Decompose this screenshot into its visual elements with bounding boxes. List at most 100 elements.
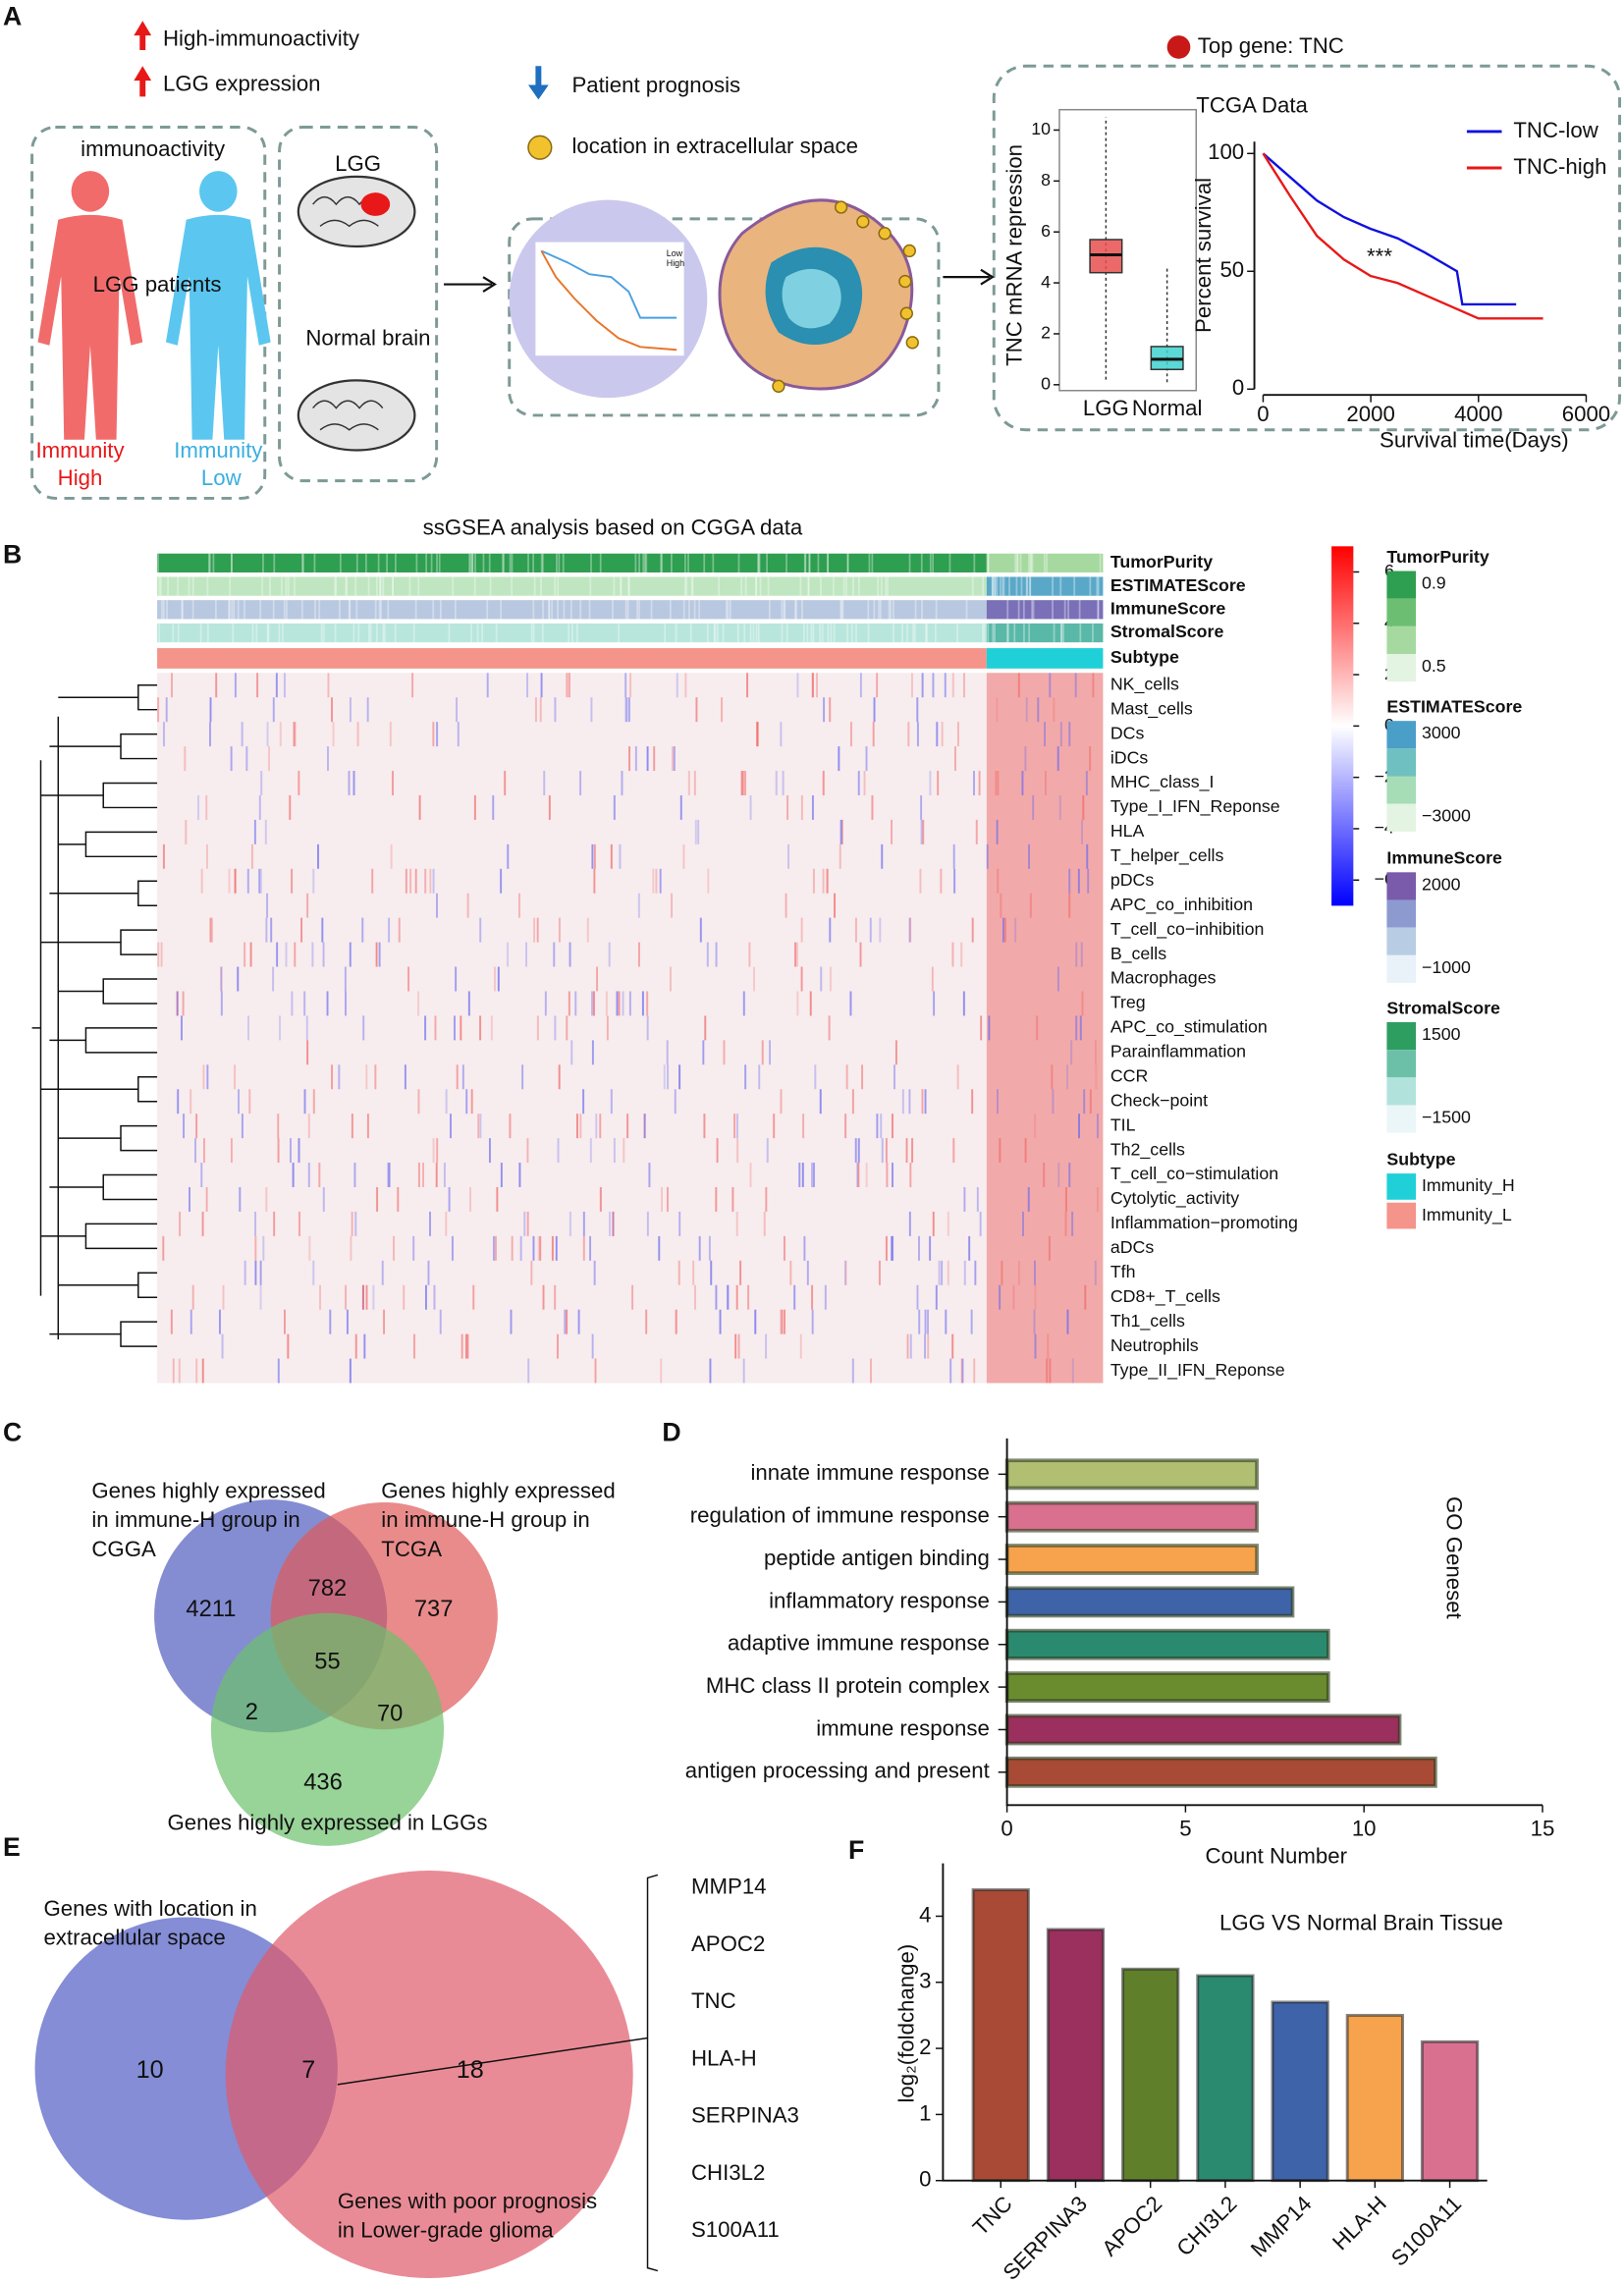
heatmap-texture	[533, 917, 536, 943]
track-texture	[987, 553, 990, 573]
heatmap-texture	[466, 1333, 469, 1359]
heatmap-texture	[785, 893, 787, 918]
track-texture	[430, 553, 433, 573]
track-texture	[380, 600, 382, 620]
track-texture	[713, 623, 716, 643]
row-label: Mast_cells	[1110, 698, 1193, 719]
annotation-track	[157, 553, 987, 573]
heatmap-texture	[780, 722, 783, 747]
heatmap-texture	[388, 917, 391, 943]
heatmap-texture	[564, 1309, 567, 1334]
heatmap-texture	[881, 1138, 884, 1164]
track-texture	[890, 600, 892, 620]
track-texture	[737, 553, 740, 573]
heatmap-texture	[189, 1089, 192, 1114]
set-label: Genes with location in	[43, 1896, 256, 1921]
heatmap-texture	[306, 893, 309, 918]
heatmap-texture	[479, 917, 482, 943]
heatmap-texture	[244, 942, 246, 967]
dendrogram	[137, 1076, 158, 1103]
track-texture	[408, 576, 411, 596]
track-texture	[906, 623, 908, 643]
legend-title: ESTIMATEScore	[1386, 697, 1522, 717]
group-box	[278, 126, 439, 483]
heatmap-texture	[303, 991, 306, 1016]
heatmap-texture	[684, 673, 687, 698]
track-texture	[867, 600, 870, 620]
track-texture	[684, 553, 686, 573]
track-texture	[996, 576, 999, 596]
mini-chart	[535, 242, 684, 356]
heatmap-texture	[326, 991, 329, 1016]
heatmap-texture	[1056, 966, 1059, 992]
heatmap-texture	[748, 942, 751, 967]
heatmap-texture	[279, 722, 282, 747]
row-label: Check−point	[1110, 1090, 1208, 1110]
heatmap-texture	[365, 1284, 368, 1310]
heatmap-texture	[849, 991, 852, 1016]
heatmap-texture	[1049, 1358, 1052, 1384]
heatmap-texture	[1001, 917, 1004, 943]
track-texture	[827, 553, 830, 573]
heatmap-texture	[554, 697, 557, 723]
heatmap-texture	[1043, 1163, 1046, 1188]
heatmap-texture	[1024, 1138, 1027, 1164]
heatmap-texture	[741, 771, 744, 795]
heatmap-texture	[976, 1187, 979, 1212]
dendrogram	[102, 1173, 158, 1201]
track-label: TumorPurity	[1110, 552, 1213, 571]
venn-count: 55	[314, 1649, 340, 1674]
label: Immunity	[174, 438, 263, 462]
x-tick-label: TNC	[968, 2191, 1017, 2240]
dendrogram	[137, 1272, 158, 1298]
track-texture	[794, 600, 796, 620]
heatmap-texture	[197, 794, 199, 820]
track-texture	[1006, 623, 1009, 643]
heatmap-texture	[924, 1089, 927, 1114]
row-label: Macrophages	[1110, 968, 1217, 988]
track-texture	[588, 600, 591, 620]
heatmap-texture	[780, 1089, 783, 1114]
heatmap-texture	[536, 917, 539, 943]
track-texture	[345, 576, 348, 596]
heatmap-texture	[165, 697, 168, 723]
heatmap-texture	[938, 1260, 941, 1285]
heatmap-texture	[763, 1211, 766, 1236]
heatmap-texture	[886, 1163, 889, 1188]
heatmap-texture	[694, 1284, 696, 1310]
heatmap-texture	[669, 966, 672, 992]
heatmap-texture	[417, 1089, 420, 1114]
track-texture	[758, 553, 761, 573]
track-texture	[1060, 623, 1062, 643]
heatmap-texture	[220, 991, 223, 1016]
row-label: Inflammation−promoting	[1110, 1213, 1298, 1232]
heatmap-texture	[461, 1064, 464, 1090]
heatmap-texture	[789, 1260, 792, 1285]
heatmap-texture	[307, 1114, 310, 1139]
bracket	[646, 1874, 659, 2272]
heatmap-texture	[742, 991, 745, 1016]
track-texture	[1030, 553, 1033, 573]
heatmap-texture	[747, 1284, 750, 1310]
heatmap-texture	[1027, 1187, 1030, 1212]
heatmap-texture	[292, 1163, 295, 1188]
row-label: Neutrophils	[1110, 1335, 1199, 1355]
track-texture	[827, 623, 830, 643]
heatmap-texture	[951, 673, 954, 698]
track-texture	[590, 553, 592, 573]
heatmap-texture	[799, 1333, 802, 1359]
heatmap-texture	[555, 1235, 558, 1261]
legend-label: TNC-low	[1513, 118, 1598, 142]
annotation-track	[157, 600, 987, 620]
heatmap-texture	[715, 942, 718, 967]
track-texture	[627, 576, 630, 596]
track-texture	[1063, 600, 1066, 620]
track-texture	[212, 553, 215, 573]
heatmap-texture	[183, 1114, 186, 1139]
track-texture	[392, 576, 394, 596]
row-label: iDCs	[1110, 747, 1149, 767]
track-texture	[1013, 623, 1016, 643]
heatmap-texture	[241, 1114, 244, 1139]
heatmap-texture	[951, 1333, 954, 1359]
row-label: T_cell_co−stimulation	[1110, 1164, 1278, 1184]
